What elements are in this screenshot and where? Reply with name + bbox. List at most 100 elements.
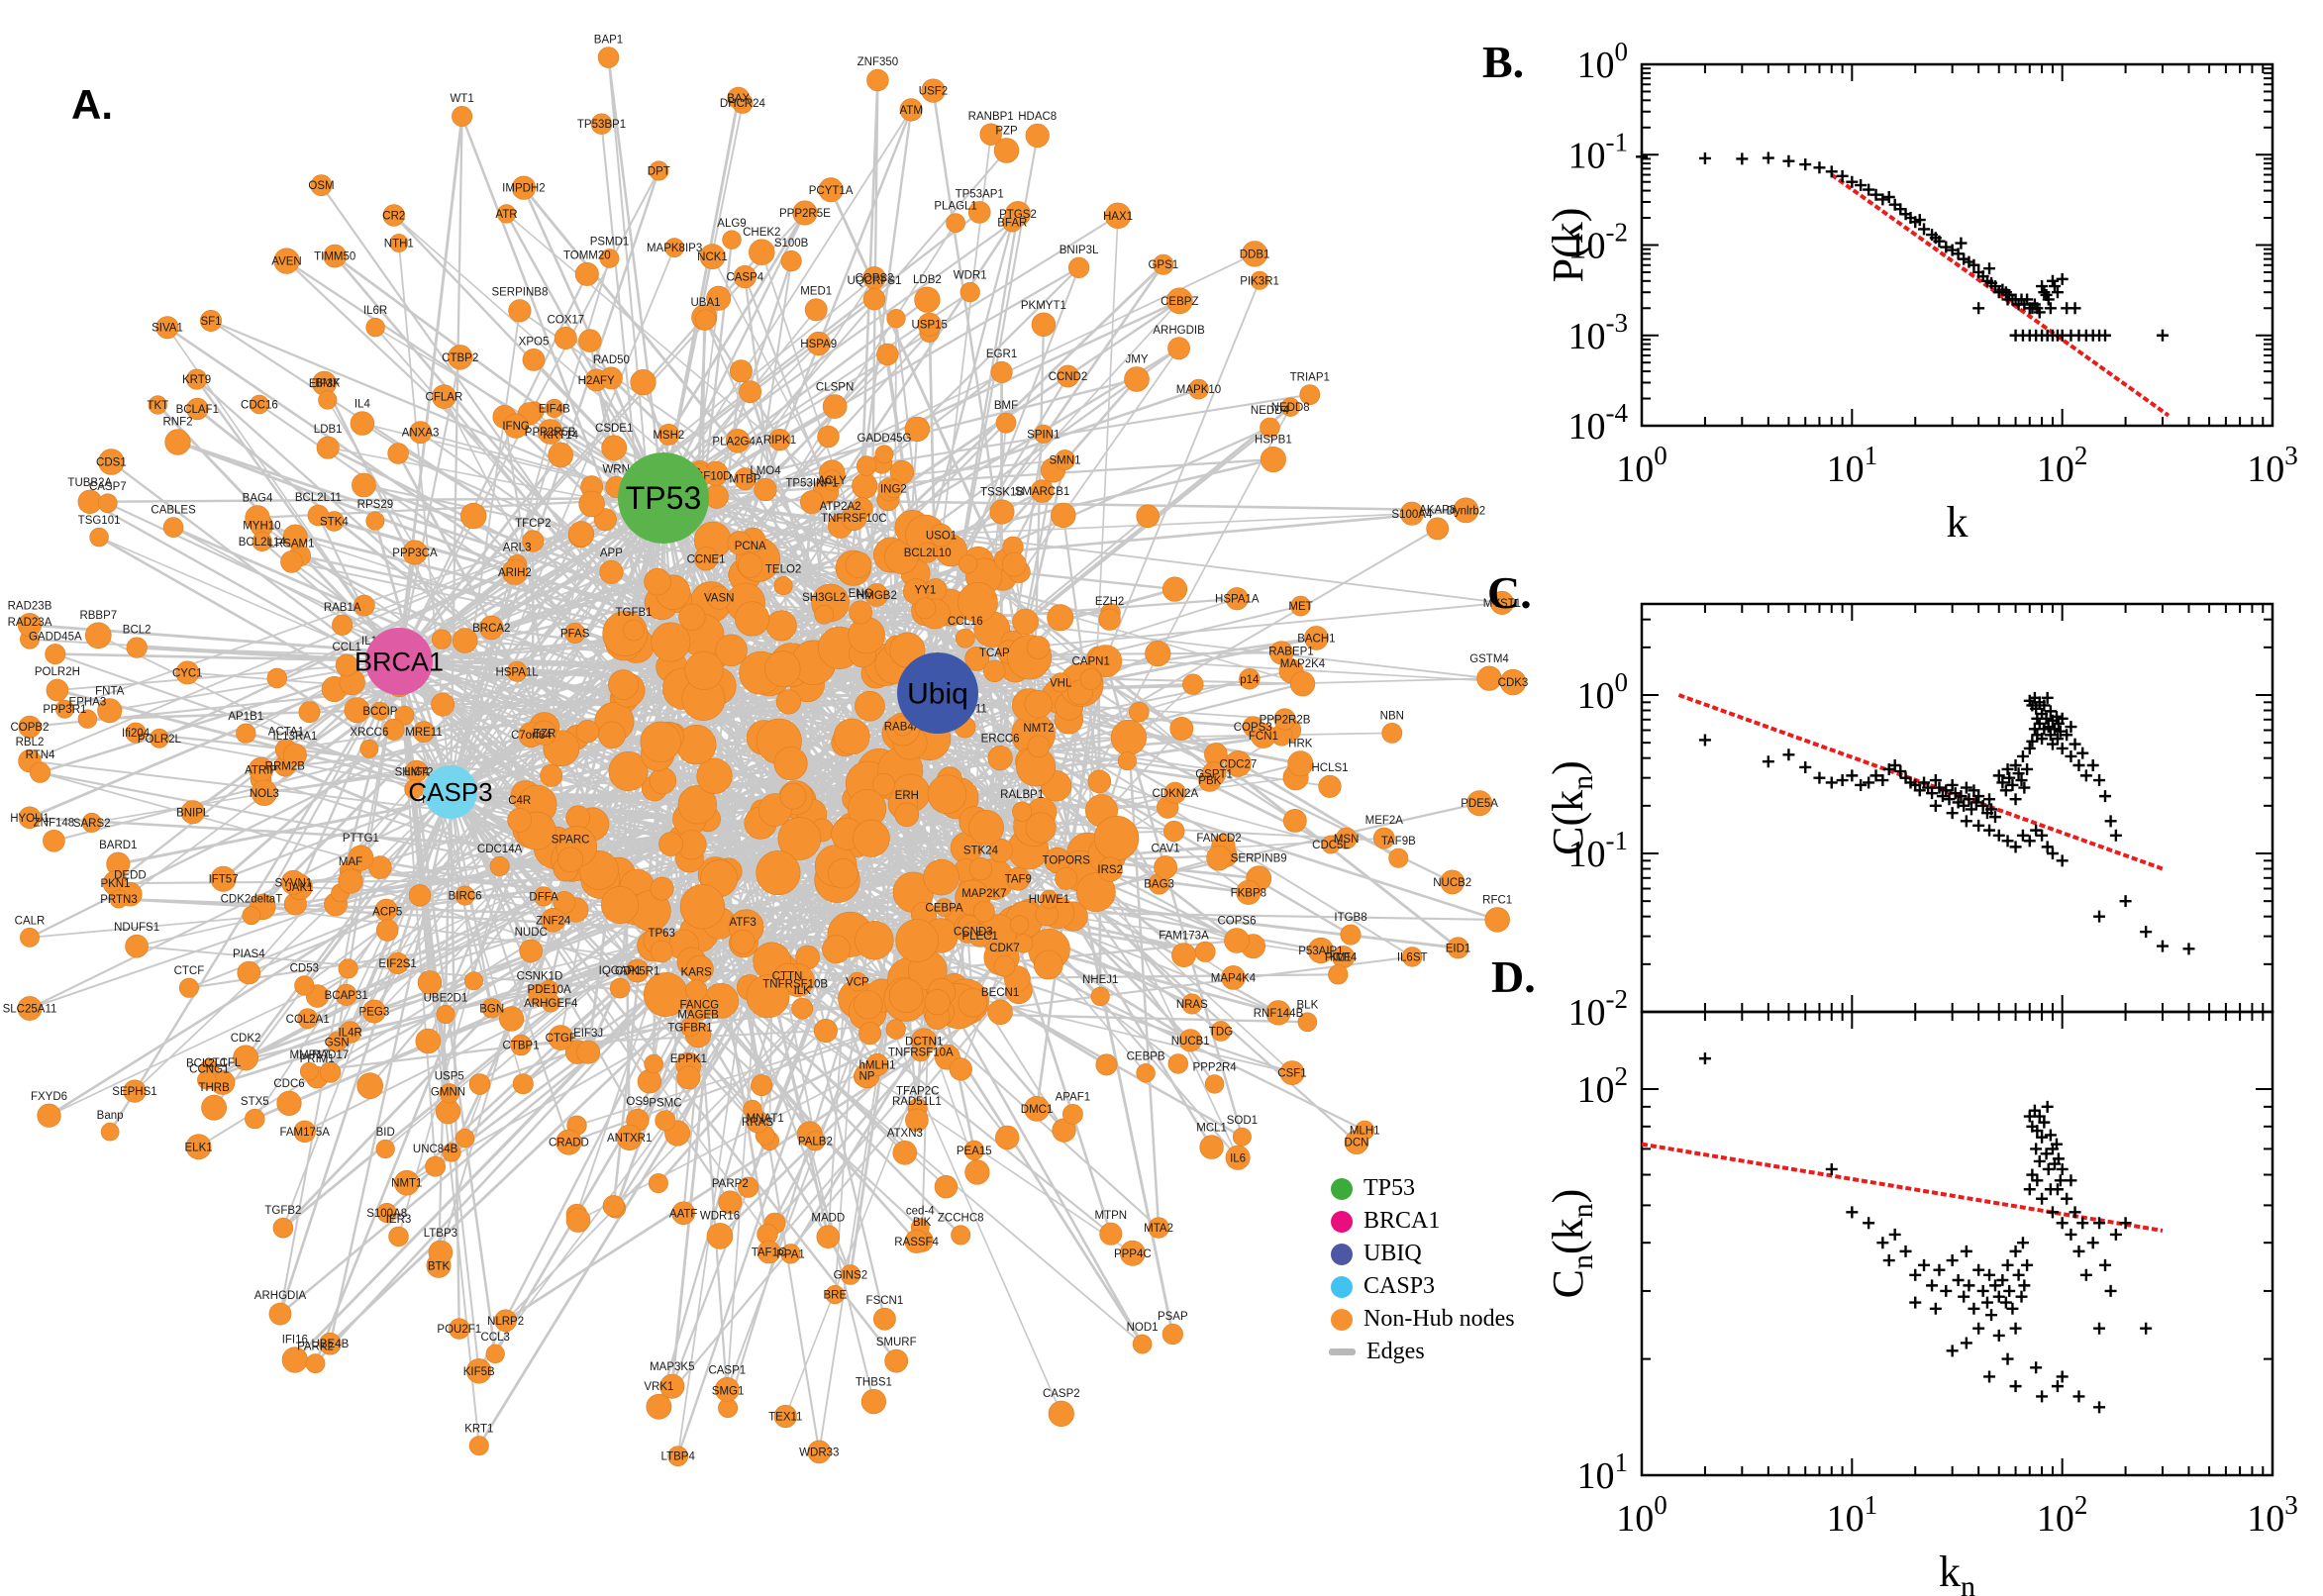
data-point — [1882, 1254, 1895, 1267]
network-node — [1201, 761, 1227, 786]
network-node-label: SHMT2 — [395, 767, 434, 779]
data-point — [1970, 796, 1982, 809]
network-node — [376, 1203, 397, 1224]
network-node-label: ATF3 — [729, 917, 756, 929]
network-node-label: KARS — [681, 967, 713, 979]
network-node — [964, 1159, 990, 1185]
data-point — [1909, 1296, 1922, 1309]
network-node-label: C7orf64 — [511, 730, 553, 742]
network-node-label: FSCN1 — [866, 1295, 904, 1307]
network-node — [387, 443, 409, 464]
network-node — [649, 160, 669, 181]
network-node-label: WRN — [602, 463, 629, 475]
network-node-label: WDR1 — [954, 269, 987, 281]
data-point — [2033, 1110, 2046, 1123]
data-point — [2072, 1390, 2085, 1403]
data-point — [1846, 769, 1859, 782]
network-node — [822, 394, 848, 419]
network-node — [503, 413, 529, 439]
network-node — [485, 1344, 505, 1363]
network-node — [548, 442, 574, 468]
network-node-label: SMG1 — [712, 1385, 745, 1397]
network-node-label: CYC1 — [172, 667, 203, 679]
hub-label-ubiq: Ubiq — [907, 678, 968, 711]
network-node — [983, 659, 1006, 682]
network-node-label: ATRIP — [245, 764, 277, 776]
network-node — [210, 865, 237, 892]
network-node-label: UQCRFS1 — [848, 275, 902, 287]
network-node-label: CCL1 — [332, 642, 360, 653]
network-node-label: BIRC6 — [449, 891, 482, 903]
network-node — [567, 521, 595, 548]
network-node-label: ACP5 — [372, 907, 402, 919]
network-node-label: LMO4 — [750, 465, 781, 477]
network-node — [1136, 504, 1160, 529]
network-node — [1499, 668, 1527, 696]
data-point — [2036, 1192, 2049, 1205]
data-point — [1960, 815, 1972, 828]
network-node — [479, 615, 504, 641]
data-point — [1888, 758, 1901, 771]
network-node-label: HDAC8 — [1018, 111, 1057, 123]
network-node — [319, 1332, 342, 1355]
network-node-label: Banp — [97, 1110, 124, 1122]
network-node-label: PLAGL1 — [934, 201, 976, 213]
network-node-label: UBE2D1 — [424, 992, 468, 1004]
network-node — [1440, 869, 1464, 895]
network-node-label: RNF144B — [1254, 1008, 1304, 1020]
network-node-label: BTK — [428, 1260, 451, 1272]
network-node — [452, 106, 473, 128]
network-node — [756, 850, 801, 896]
network-node — [1178, 1029, 1202, 1052]
network-node — [1388, 848, 1409, 868]
network-node-label: PARP2 — [712, 1178, 749, 1190]
network-node-label: IL4R — [339, 1028, 362, 1040]
network-node-label: MEF2A — [1365, 815, 1404, 827]
network-node-label: TP53AP1 — [956, 188, 1004, 200]
network-node-label: OSM — [308, 180, 334, 192]
network-node-label: CDC14A — [477, 844, 523, 855]
data-point — [2030, 1361, 2043, 1374]
network-node-label: MAGEB — [677, 1009, 719, 1021]
y-axis-title: P(k) — [1545, 208, 1592, 283]
network-node-label: BRE — [823, 1290, 847, 1302]
edge-swatch-icon — [1329, 1348, 1356, 1355]
network-node-label: MAP2K4 — [1280, 658, 1326, 670]
network-node-label: SPIN1 — [1027, 429, 1060, 441]
network-node — [848, 971, 867, 992]
network-edge — [450, 791, 639, 1121]
data-point — [1846, 175, 1859, 188]
network-node-label: SF1 — [200, 316, 221, 328]
network-edge — [1099, 780, 1332, 846]
network-node — [644, 1053, 663, 1074]
network-node-label: MAP2K7 — [961, 888, 1006, 900]
network-node — [649, 766, 677, 795]
data-point — [2012, 767, 2025, 780]
network-node — [598, 721, 626, 749]
network-node-label: SMN1 — [1050, 455, 1081, 467]
data-point — [2076, 1217, 2089, 1230]
network-node-label: SMURF — [876, 1337, 917, 1348]
network-node-label: IL13RA1 — [273, 731, 318, 743]
network-node-label: BLK — [1297, 1000, 1319, 1012]
data-point — [2040, 1147, 2053, 1160]
network-node — [804, 298, 828, 322]
data-point — [1983, 824, 1996, 837]
hub-label-tp53: TP53 — [626, 480, 701, 516]
network-node — [1075, 872, 1116, 913]
network-node — [1287, 750, 1314, 777]
network-node-label: CEBPB — [1127, 1050, 1165, 1062]
network-node-label: CEBPZ — [1161, 296, 1198, 308]
network-edge — [398, 457, 1274, 663]
network-node — [1299, 384, 1321, 406]
network-node — [1098, 608, 1121, 631]
data-point — [2050, 710, 2063, 723]
network-node — [404, 779, 424, 799]
data-point — [1813, 161, 1826, 174]
network-node-label: MET — [1288, 601, 1312, 613]
network-node-label: BARD1 — [99, 840, 137, 851]
network-node — [780, 250, 802, 272]
network-node — [946, 213, 965, 233]
network-node-label: CAPN1 — [1072, 656, 1110, 668]
